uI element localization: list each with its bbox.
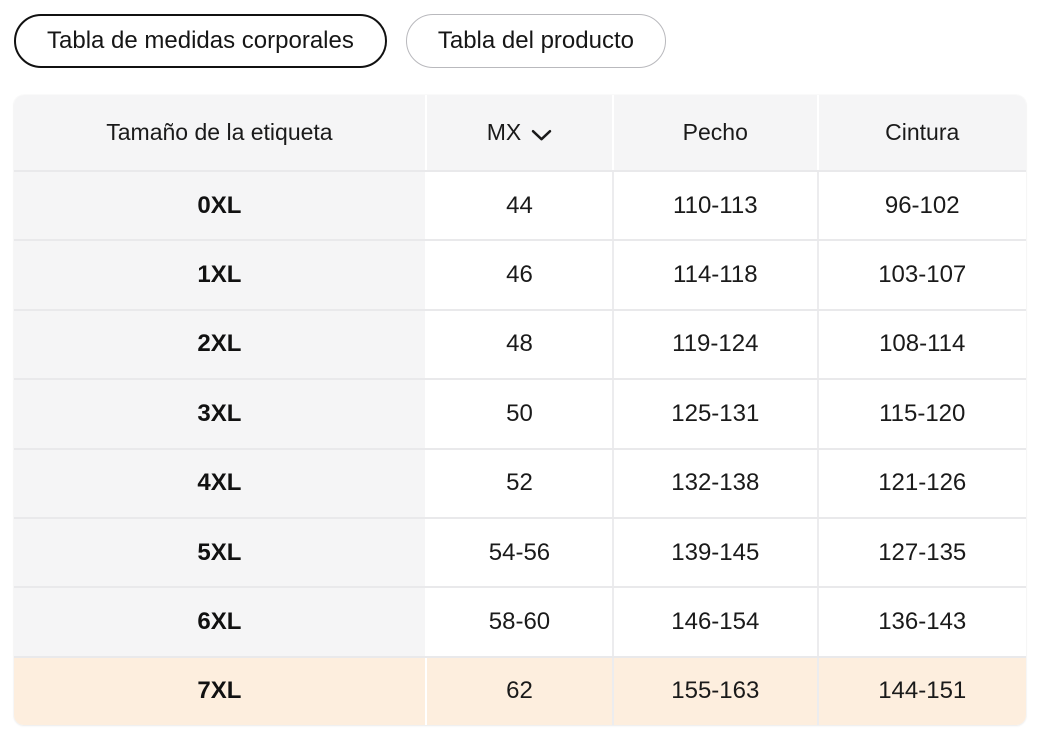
chest-value-cell: 125-131: [612, 380, 817, 448]
header-chest: Pecho: [612, 95, 817, 170]
waist-value-cell: 115-120: [816, 380, 1026, 448]
waist-value-cell: 136-143: [816, 588, 1026, 656]
waist-value-cell: 121-126: [816, 449, 1026, 517]
header-waist: Cintura: [816, 95, 1026, 170]
table-row: 0XL 44 110-113 96-102: [14, 170, 1026, 240]
size-label-cell: 2XL: [14, 310, 425, 379]
size-table-body: 0XL 44 110-113 96-102 1XL 46 114-118 103…: [14, 170, 1026, 726]
size-label-cell: 0XL: [14, 172, 425, 240]
table-row: 2XL 48 119-124 108-114: [14, 308, 1026, 379]
mx-value-cell: 54-56: [424, 518, 613, 587]
waist-value-cell: 108-114: [816, 310, 1026, 379]
table-row: 6XL 58-60 146-154 136-143: [14, 586, 1026, 656]
chest-value-cell: 146-154: [612, 588, 817, 656]
chest-value-cell: 119-124: [612, 310, 817, 379]
size-label-cell: 5XL: [14, 518, 425, 587]
size-table-header: Tamaño de la etiqueta MX Pecho Cintura: [14, 95, 1026, 170]
table-row: 1XL 46 114-118 103-107: [14, 239, 1026, 309]
waist-value-cell: 96-102: [816, 172, 1026, 240]
mx-value-cell: 52: [424, 449, 613, 517]
mx-value-cell: 48: [424, 310, 613, 379]
table-row: 5XL 54-56 139-145 127-135: [14, 516, 1026, 587]
waist-value-cell: 103-107: [816, 241, 1026, 309]
waist-value-cell: 144-151: [816, 657, 1026, 726]
size-label-cell: 4XL: [14, 449, 425, 517]
chevron-down-icon: [531, 121, 552, 148]
chart-type-tabs: Tabla de medidas corporales Tabla del pr…: [14, 14, 1026, 68]
size-table: Tamaño de la etiqueta MX Pecho Cintura 0…: [14, 95, 1026, 726]
chest-value-cell: 139-145: [612, 518, 817, 587]
tab-product-measurements[interactable]: Tabla del producto: [405, 14, 666, 68]
table-row: 7XL 62 155-163 144-151: [14, 655, 1026, 726]
size-label-cell: 6XL: [14, 588, 425, 656]
region-selector[interactable]: MX: [424, 95, 613, 170]
size-label-cell: 7XL: [14, 657, 425, 726]
header-size-label: Tamaño de la etiqueta: [14, 95, 425, 170]
tab-body-measurements[interactable]: Tabla de medidas corporales: [14, 14, 387, 68]
table-row: 4XL 52 132-138 121-126: [14, 447, 1026, 517]
chest-value-cell: 155-163: [612, 657, 817, 726]
size-label-cell: 1XL: [14, 241, 425, 309]
chest-value-cell: 110-113: [612, 172, 817, 240]
mx-value-cell: 46: [424, 241, 613, 309]
chest-value-cell: 114-118: [612, 241, 817, 309]
mx-value-cell: 62: [424, 657, 613, 726]
mx-value-cell: 50: [424, 380, 613, 448]
mx-value-cell: 58-60: [424, 588, 613, 656]
size-label-cell: 3XL: [14, 380, 425, 448]
table-row: 3XL 50 125-131 115-120: [14, 378, 1026, 448]
mx-value-cell: 44: [424, 172, 613, 240]
region-selector-value: MX: [486, 119, 522, 145]
waist-value-cell: 127-135: [816, 518, 1026, 587]
chest-value-cell: 132-138: [612, 449, 817, 517]
